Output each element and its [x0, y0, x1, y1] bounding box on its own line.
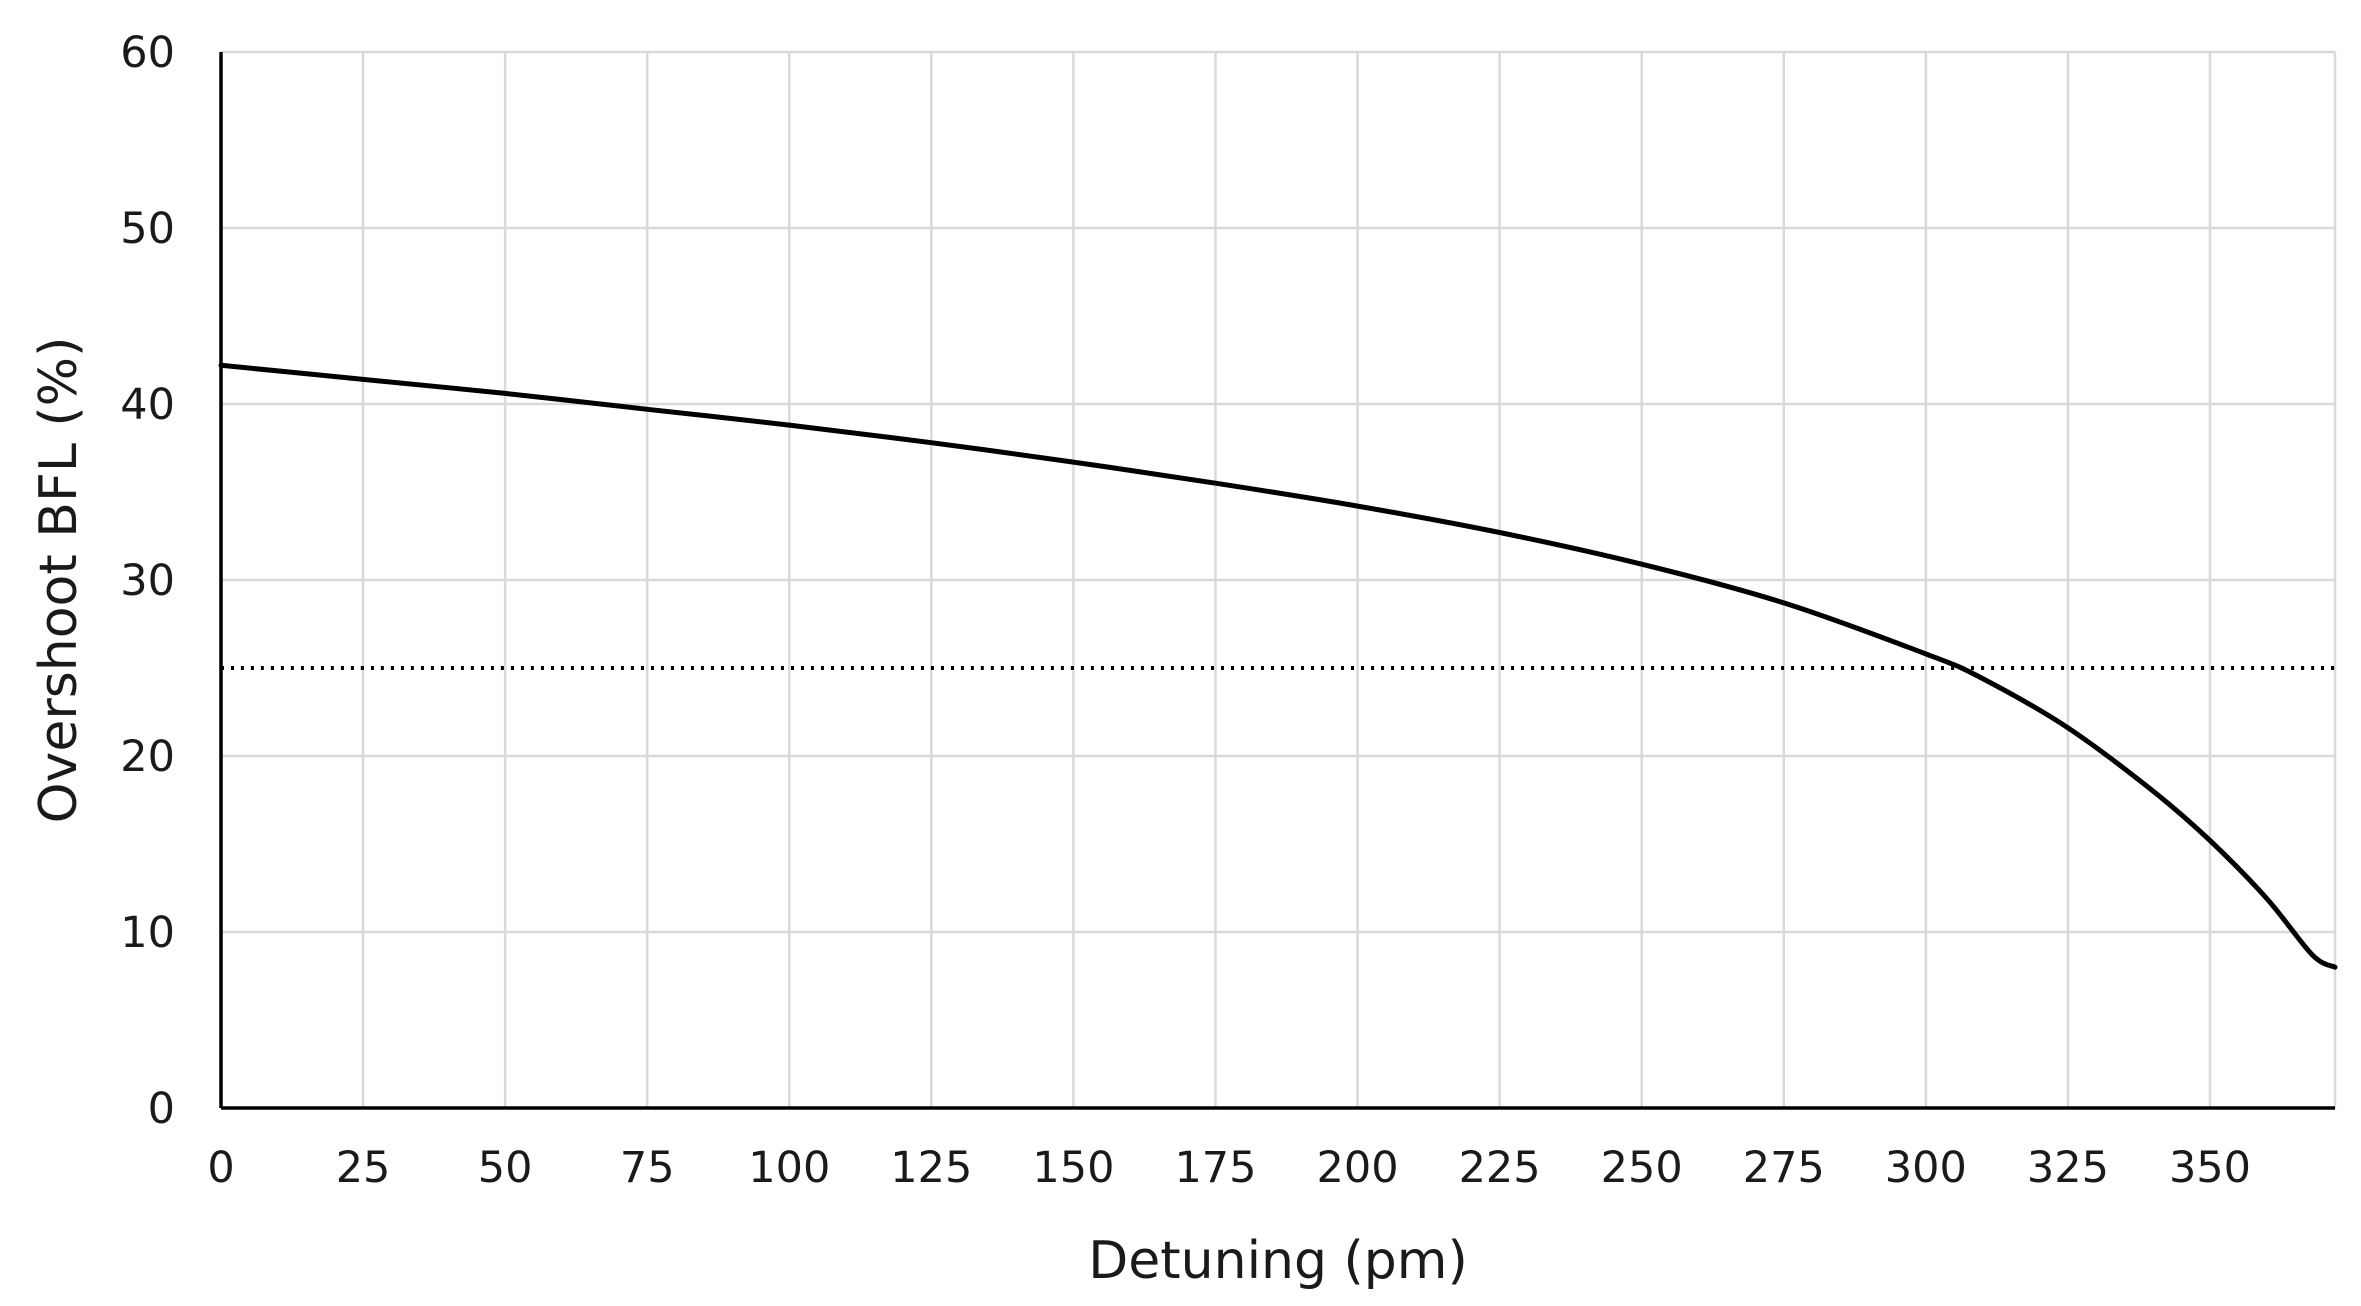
x-tick-label: 275 — [1743, 1143, 1825, 1193]
x-tick-label: 250 — [1601, 1143, 1683, 1193]
x-tick-label: 50 — [478, 1143, 533, 1193]
x-tick-label: 350 — [2169, 1143, 2251, 1193]
y-tick-label: 30 — [120, 556, 175, 606]
x-tick-label: 25 — [336, 1143, 391, 1193]
x-axis-title: Detuning (pm) — [1088, 1231, 1468, 1291]
y-tick-labels: 0 10 20 30 40 50 60 — [120, 28, 175, 1134]
y-tick-label: 20 — [120, 732, 175, 782]
x-tick-label: 100 — [748, 1143, 830, 1193]
y-tick-label: 0 — [148, 1084, 175, 1134]
x-tick-label: 75 — [620, 1143, 675, 1193]
x-tick-label: 125 — [890, 1143, 972, 1193]
y-axis-title: Overshoot BFL (%) — [29, 337, 89, 824]
x-tick-label: 300 — [1885, 1143, 1967, 1193]
x-tick-label: 200 — [1317, 1143, 1399, 1193]
axes — [219, 52, 2335, 1110]
x-tick-label: 325 — [2027, 1143, 2109, 1193]
y-tick-label: 60 — [120, 28, 175, 78]
series-layer — [218, 362, 2338, 970]
x-tick-label: 225 — [1459, 1143, 1541, 1193]
y-tick-label: 10 — [120, 908, 175, 958]
x-tick-labels: 0 25 50 75 100 125 150 175 200 225 250 275 300 325 350 — [207, 1143, 2251, 1193]
x-tick-label: 150 — [1032, 1143, 1114, 1193]
grid-lines — [221, 50, 2337, 1108]
x-tick-label: 175 — [1174, 1143, 1256, 1193]
y-tick-label: 40 — [120, 380, 175, 430]
y-tick-label: 50 — [120, 204, 175, 254]
x-tick-label: 0 — [207, 1143, 234, 1193]
overshoot-curve — [218, 362, 2338, 970]
